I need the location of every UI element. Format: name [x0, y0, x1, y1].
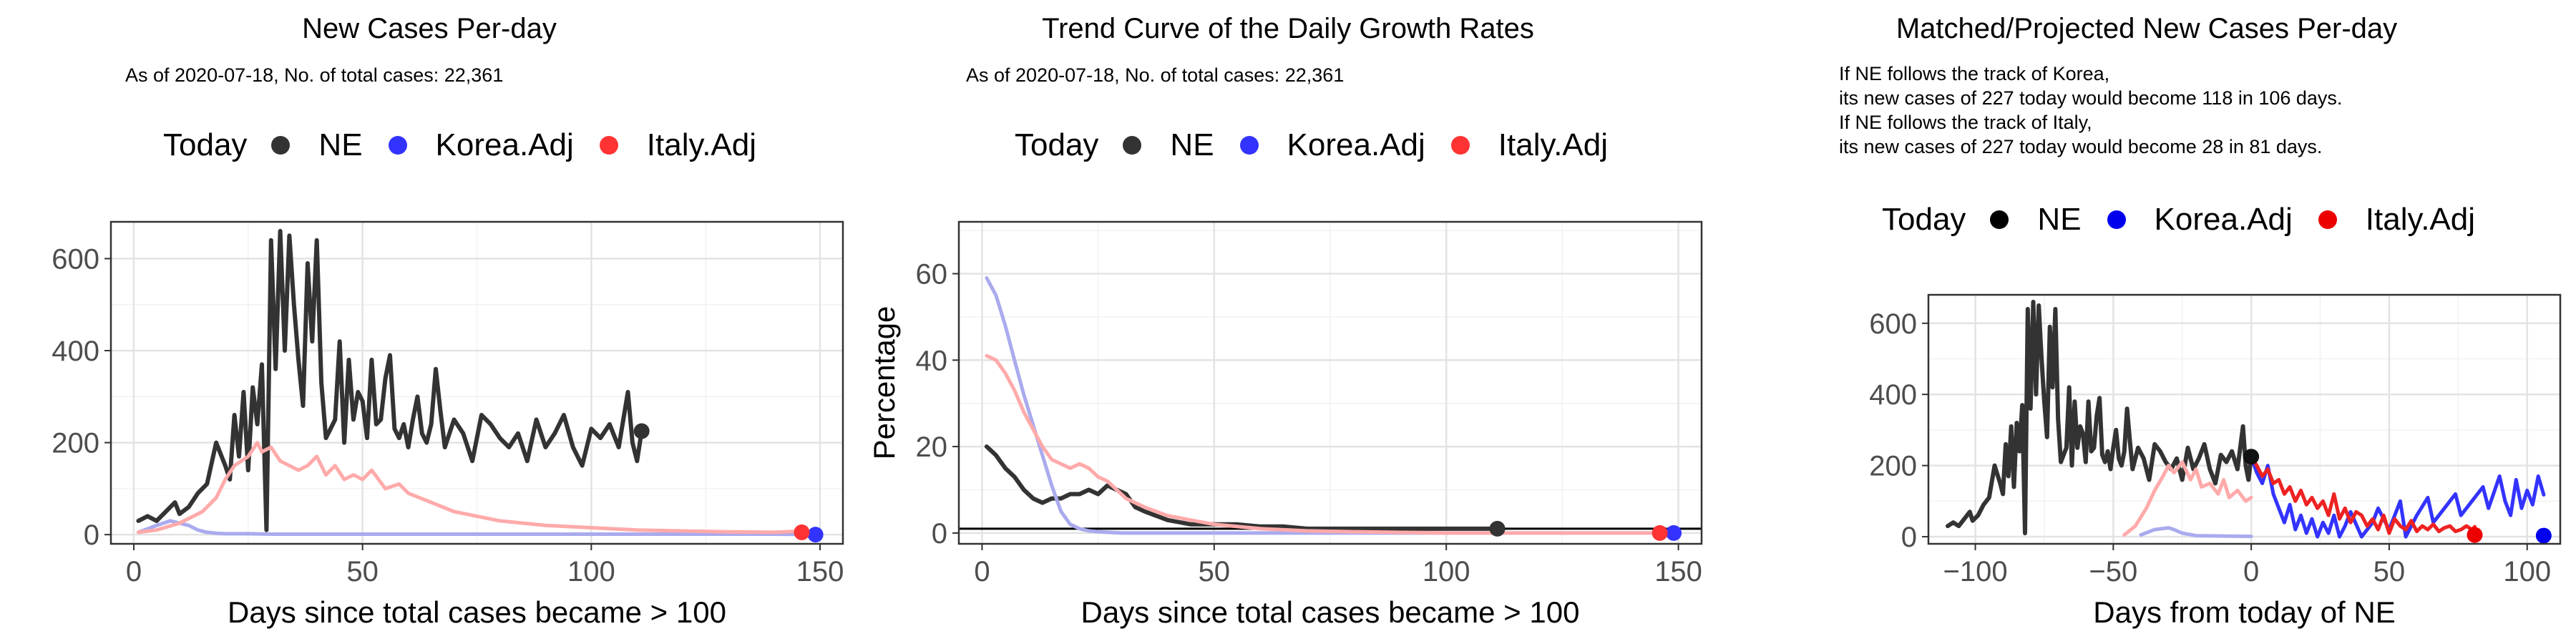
legend-title: Today — [1882, 202, 1966, 237]
y-tick-label: 200 — [52, 428, 99, 459]
chart-title: Matched/Projected New Cases Per-day — [1896, 13, 2398, 44]
y-tick-label: 0 — [84, 519, 99, 551]
legend-label-italy: Italy.Adj — [646, 127, 757, 162]
y-tick-label: 600 — [1869, 308, 1917, 340]
legend-dot-korea — [2107, 210, 2126, 229]
chart-title: Trend Curve of the Daily Growth Rates — [1042, 13, 1534, 44]
x-tick-label: −100 — [1943, 556, 2007, 587]
chart-plot: 0 50 100 150 0 20 40 60 Days since total cases b… — [867, 220, 1703, 629]
y-tick-label: 200 — [1869, 451, 1917, 482]
legend-dot-korea — [388, 136, 407, 155]
series-line-italy-adj — [985, 353, 1662, 535]
y-tick-label: 20 — [916, 431, 948, 463]
legend-label-korea: Korea.Adj — [2154, 202, 2293, 237]
plot-border — [957, 220, 1703, 545]
today-point-korea-adj — [1666, 525, 1682, 541]
series-line-korea-adj-projected — [2249, 454, 2546, 539]
legend-item-korea: Korea.Adj — [2107, 202, 2293, 238]
x-tick-label: 0 — [974, 556, 990, 587]
axes: 0 50 100 150 0 200 400 600 Days since total case… — [52, 220, 844, 629]
legend-item-ne: NE — [1123, 127, 1214, 163]
legend-dot-ne — [1990, 210, 2009, 229]
legend-title: Today — [1015, 127, 1099, 162]
chart-legend: Today NE Korea.Adj Italy.Adj — [163, 127, 782, 163]
x-tick-label: −50 — [2089, 556, 2137, 587]
legend-item-korea: Korea.Adj — [388, 127, 574, 163]
x-tick-label: 0 — [126, 556, 142, 587]
x-axis-label: Days since total cases became > 100 — [228, 595, 726, 629]
legend-label-korea: Korea.Adj — [435, 127, 574, 162]
legend-dot-italy — [2318, 210, 2337, 229]
legend-item-italy: Italy.Adj — [1450, 127, 1609, 163]
chart-subtitle: If NE follows the track of Korea, its ne… — [1839, 63, 2343, 157]
legend-dot-ne — [271, 136, 291, 155]
today-point-italy-adj — [794, 524, 810, 540]
x-tick-label: 150 — [1654, 556, 1702, 587]
legend-label-ne: NE — [318, 127, 363, 162]
y-tick-label: 60 — [916, 258, 948, 290]
series-line-italy-adj — [136, 441, 809, 535]
legend-label-ne: NE — [2037, 202, 2082, 237]
y-tick-label: 600 — [52, 243, 99, 275]
x-axis-label: Days since total cases became > 100 — [1081, 595, 1580, 629]
legend-item-korea: Korea.Adj — [1239, 127, 1425, 163]
chart-subtitle: As of 2020-07-18, No. of total cases: 22… — [966, 64, 1345, 86]
y-tick-label: 400 — [1869, 379, 1917, 411]
y-tick-label: 40 — [916, 345, 948, 376]
series-line-italy-adj-projected — [2249, 454, 2477, 535]
chart-legend: Today NE Korea.Adj Italy.Adj — [1882, 202, 2501, 238]
axes: −100 −50 0 50 100 0 200 400 600 Days from today o… — [1869, 293, 2562, 629]
y-tick-label: 0 — [1901, 522, 1917, 553]
x-tick-label: 50 — [1199, 556, 1231, 587]
legend-item-ne: NE — [1990, 202, 2082, 238]
x-tick-label: 0 — [2243, 556, 2259, 587]
chart-subtitle: As of 2020-07-18, No. of total cases: 22… — [125, 64, 504, 86]
x-tick-label: 100 — [2503, 556, 2551, 587]
x-tick-label: 50 — [346, 556, 379, 587]
today-point-korea-adj — [2535, 527, 2552, 544]
y-tick-label: 0 — [932, 518, 947, 550]
x-tick-label: 150 — [796, 556, 844, 587]
chart-panel-new-cases: New Cases Per-day As of 2020-07-18, No. … — [0, 0, 859, 644]
legend-item-ne: NE — [271, 127, 363, 163]
today-point-italy-adj — [1652, 525, 1668, 541]
plot-border — [1927, 293, 2562, 545]
today-point-ne — [633, 423, 650, 439]
chart-panel-projected: Matched/Projected New Cases Per-day If N… — [1717, 0, 2576, 644]
legend-label-italy: Italy.Adj — [2365, 202, 2476, 237]
chart-title: New Cases Per-day — [302, 13, 557, 44]
legend-item-italy: Italy.Adj — [599, 127, 757, 163]
legend-item-italy: Italy.Adj — [2318, 202, 2475, 238]
legend-dot-italy — [599, 136, 618, 155]
series-line-italy-adj — [2122, 460, 2253, 537]
x-tick-label: 50 — [2373, 556, 2406, 587]
axes: 0 50 100 150 0 20 40 60 Days since total cases b… — [867, 220, 1703, 629]
x-axis-label: Days from today of NE — [2093, 595, 2395, 629]
chart-legend: Today NE Korea.Adj Italy.Adj — [1015, 127, 1634, 163]
chart-plot: −100 −50 0 50 100 0 200 400 600 Days from today o… — [1869, 293, 2562, 629]
legend-label-korea: Korea.Adj — [1287, 127, 1425, 162]
series-line-ne — [136, 228, 644, 532]
legend-title: Today — [163, 127, 248, 162]
today-point-ne — [1489, 520, 1506, 537]
today-point-korea-adj — [807, 527, 824, 543]
chart-panel-growth-rates: Trend Curve of the Daily Growth Rates As… — [859, 0, 1717, 644]
series-line-ne — [1946, 299, 2254, 536]
today-point-ne — [2243, 449, 2260, 465]
series-line-korea-adj — [2139, 526, 2253, 539]
chart-plot: 0 50 100 150 0 200 400 600 Days since total case… — [52, 220, 844, 629]
today-point-italy-adj — [2467, 527, 2483, 543]
legend-dot-italy — [1450, 136, 1470, 155]
y-tick-label: 400 — [52, 336, 99, 367]
legend-label-italy: Italy.Adj — [1498, 127, 1609, 162]
legend-dot-ne — [1123, 136, 1142, 155]
legend-dot-korea — [1239, 136, 1259, 155]
plot-border — [109, 220, 844, 545]
y-axis-label: Percentage — [867, 306, 901, 460]
x-tick-label: 100 — [1423, 556, 1470, 587]
legend-label-ne: NE — [1170, 127, 1214, 162]
x-tick-label: 100 — [567, 556, 615, 587]
